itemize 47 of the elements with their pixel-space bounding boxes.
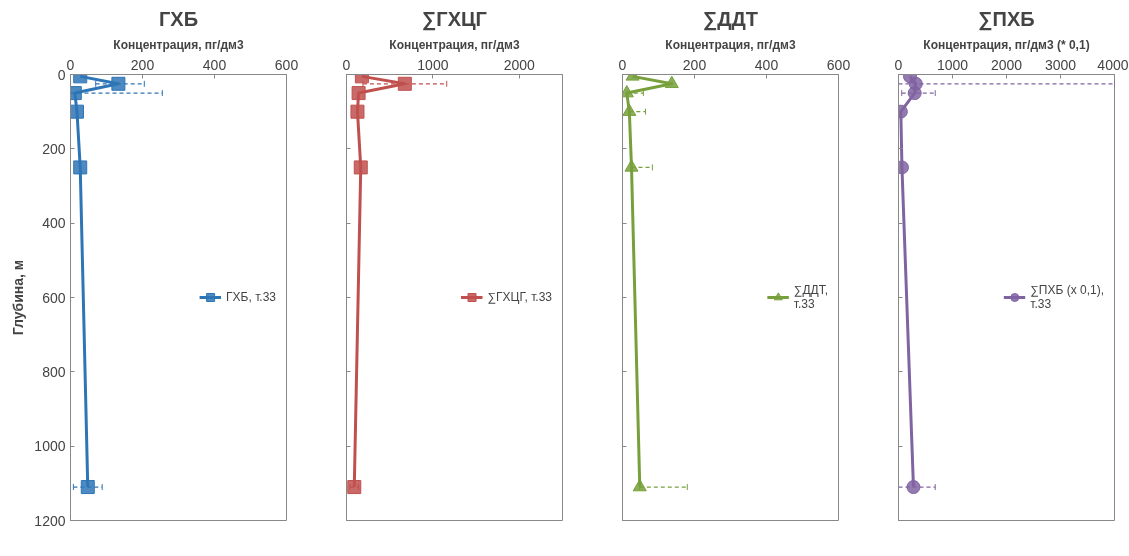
- x-tick-label: 4000: [1097, 56, 1129, 73]
- chart-title: ∑ГХЦГ: [422, 7, 487, 31]
- x-tick-label: 600: [826, 56, 851, 73]
- x-tick-label: 1000: [417, 56, 449, 73]
- x-axis-title: Концентрация, пг/дм3: [665, 37, 796, 52]
- x-tick-label: 1000: [936, 56, 969, 73]
- x-tick-label: 0: [342, 56, 351, 73]
- x-tick-label: 2000: [990, 56, 1023, 73]
- point: [624, 159, 639, 172]
- y-tick-label: 1200: [34, 512, 66, 529]
- point: [73, 160, 88, 175]
- point: [351, 86, 366, 101]
- x-tick-label: 0: [894, 56, 903, 73]
- point: [111, 76, 126, 91]
- point: [632, 479, 647, 492]
- chart-title: ∑ДДТ: [703, 7, 758, 31]
- point: [353, 160, 368, 175]
- point: [70, 104, 84, 119]
- x-axis-title: Концентрация, пг/дм3: [113, 37, 244, 52]
- x-tick-label: 2000: [503, 56, 536, 73]
- y-tick-label: 1000: [34, 438, 66, 455]
- y-tick-label: 800: [42, 363, 66, 380]
- point: [80, 480, 95, 495]
- x-tick-label: 400: [754, 56, 779, 73]
- legend-label: ∑ГХЦГ, т.33: [487, 290, 552, 304]
- x-tick-label: 200: [682, 56, 707, 73]
- x-tick-label: 200: [130, 56, 155, 73]
- x-axis-title: Концентрация, пг/дм3: [389, 37, 520, 52]
- x-tick-label: 0: [618, 56, 627, 73]
- x-axis-title: Концентрация, пг/дм3 (* 0,1): [923, 37, 1090, 52]
- legend-label: ГХБ, т.33: [226, 290, 276, 304]
- x-tick-label: 3000: [1044, 56, 1077, 73]
- point: [350, 104, 365, 119]
- point: [397, 76, 412, 91]
- y-tick-label: 600: [42, 289, 66, 306]
- point: [664, 75, 679, 89]
- y-tick-label: 200: [42, 140, 66, 157]
- x-tick-label: 400: [202, 56, 227, 73]
- chart-title: ∑ПХБ: [978, 7, 1035, 31]
- x-tick-label: 600: [274, 56, 299, 73]
- chart-title: ГХБ: [158, 7, 199, 30]
- y-tick-label: 400: [42, 215, 66, 232]
- point: [622, 103, 637, 116]
- legend-label: ∑ПХБ (x 0,1), т.33: [1030, 283, 1104, 311]
- y-axis-title: Глубина, м: [10, 259, 27, 336]
- legend-label: ∑ДДТ, т.33: [793, 283, 828, 311]
- point: [347, 480, 362, 495]
